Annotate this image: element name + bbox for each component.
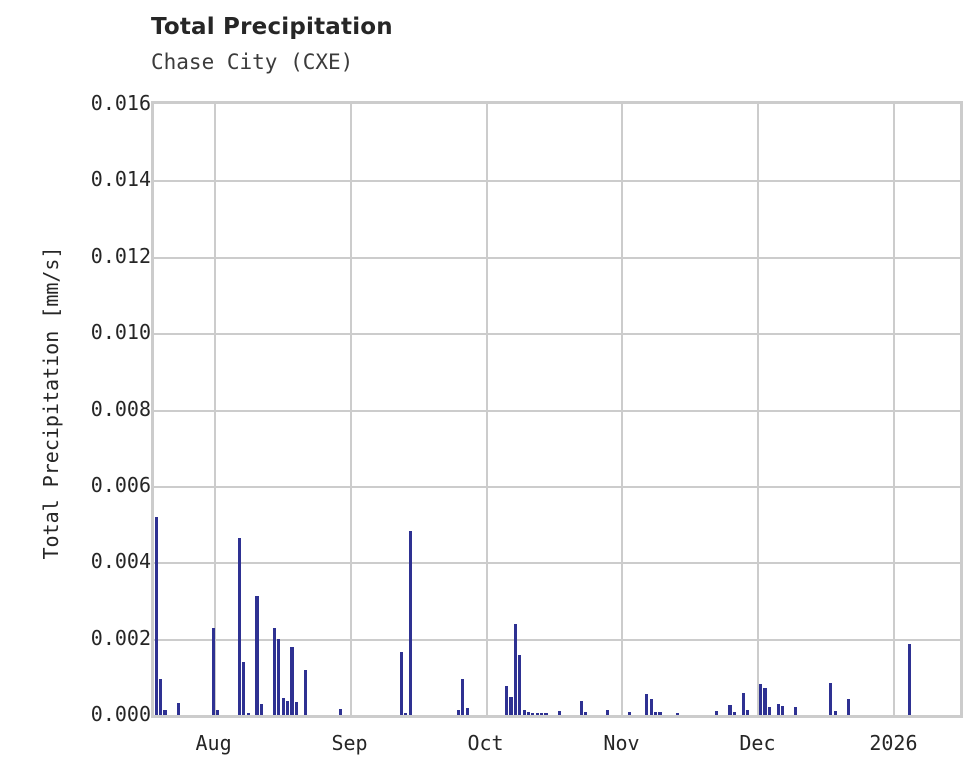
x-tick-label: Aug — [195, 731, 232, 755]
bar — [465, 707, 469, 715]
vertical-gridline — [757, 104, 760, 715]
horizontal-gridline — [154, 333, 960, 336]
x-tick-label: Nov — [603, 731, 640, 755]
bar — [794, 706, 798, 715]
bar — [255, 595, 259, 715]
bar — [290, 646, 294, 715]
bar — [176, 703, 180, 715]
y-tick-label: 0.002 — [90, 625, 151, 650]
bar — [242, 662, 246, 715]
x-tick-label: Dec — [739, 731, 776, 755]
bar — [277, 639, 281, 715]
bar — [540, 713, 544, 715]
y-axis-tick-labels: 0.016 0.014 0.012 0.010 0.008 0.006 0.004 0.002… — [0, 0, 151, 780]
vertical-gridline — [349, 104, 352, 715]
bar — [518, 654, 522, 715]
bar — [237, 538, 241, 715]
y-tick-label: 0.008 — [90, 396, 151, 421]
bar — [154, 516, 158, 715]
bar — [513, 623, 517, 715]
bar — [404, 713, 408, 715]
bar — [522, 710, 526, 715]
vertical-gridline — [485, 104, 488, 715]
bar — [776, 704, 780, 715]
bar — [763, 688, 767, 715]
bar — [505, 686, 509, 715]
bar — [246, 713, 250, 715]
chart-subtitle: Chase City (CXE) — [151, 50, 354, 74]
x-tick-label: Sep — [331, 731, 368, 755]
horizontal-gridline — [154, 256, 960, 259]
bar — [745, 710, 750, 715]
bar-series — [154, 104, 960, 715]
bar — [211, 628, 215, 715]
bar — [833, 711, 837, 715]
x-tick-label: 2026 — [869, 731, 918, 755]
bar — [829, 682, 833, 715]
bar — [732, 711, 736, 715]
y-tick-label: 0.006 — [90, 472, 151, 497]
bar — [557, 711, 561, 715]
bar — [649, 698, 653, 715]
vertical-gridline — [621, 104, 624, 715]
bar — [728, 705, 732, 715]
bar — [583, 711, 588, 715]
bar — [908, 644, 912, 715]
bar — [627, 712, 631, 715]
bar — [653, 711, 658, 715]
horizontal-gridline — [154, 180, 960, 183]
bar — [215, 709, 220, 715]
bar — [579, 700, 583, 715]
bar — [163, 710, 167, 715]
horizontal-gridline — [154, 485, 960, 488]
y-tick-label: 0.000 — [90, 702, 151, 726]
bar — [158, 678, 163, 715]
bar — [531, 712, 535, 715]
vertical-gridline — [213, 104, 216, 715]
bar — [759, 683, 763, 715]
y-tick-label: 0.010 — [90, 320, 151, 345]
horizontal-gridline — [154, 562, 960, 565]
bar — [272, 627, 277, 715]
y-tick-label: 0.012 — [90, 243, 151, 268]
bar — [645, 694, 649, 715]
bar — [741, 692, 745, 715]
bar — [408, 531, 412, 715]
y-tick-label: 0.016 — [90, 91, 151, 115]
bar — [399, 652, 404, 715]
bar — [281, 698, 285, 715]
vertical-gridline — [893, 104, 896, 715]
bar — [535, 713, 539, 715]
x-tick-label: Oct — [467, 731, 504, 755]
y-tick-label: 0.004 — [90, 549, 151, 574]
bar — [294, 701, 298, 715]
plot-area — [151, 101, 963, 718]
bar — [338, 708, 342, 715]
bar — [781, 705, 785, 715]
bar — [456, 709, 460, 715]
horizontal-gridline — [154, 638, 960, 641]
bar — [526, 711, 531, 715]
bar — [675, 713, 680, 715]
bar — [461, 678, 465, 715]
y-tick-label: 0.014 — [90, 167, 151, 192]
bar — [303, 670, 307, 715]
horizontal-gridline — [154, 409, 960, 412]
bar — [658, 712, 662, 715]
bar — [259, 704, 263, 715]
bar — [509, 696, 513, 715]
bar — [846, 698, 850, 715]
bar — [605, 710, 609, 715]
bar — [767, 707, 771, 715]
bar — [715, 711, 719, 715]
chart-title: Total Precipitation — [151, 14, 393, 40]
bar — [286, 701, 290, 715]
bar — [544, 713, 548, 715]
